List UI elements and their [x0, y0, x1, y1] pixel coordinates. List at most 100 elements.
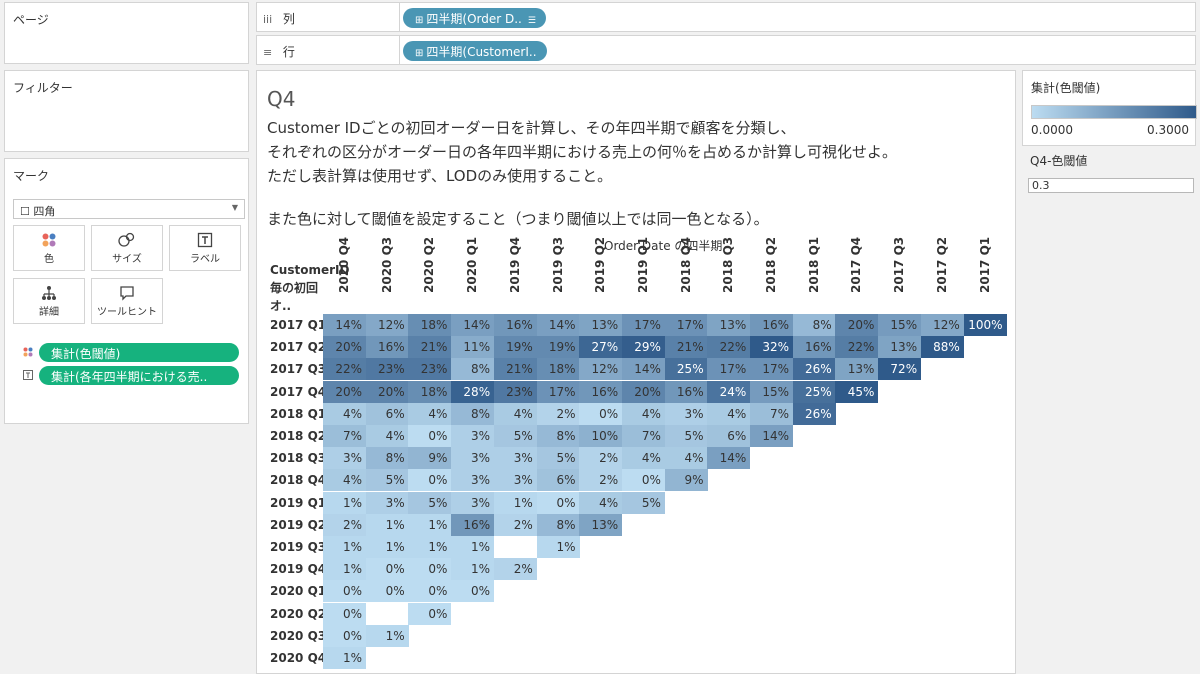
heatmap-cell[interactable]: 6% [536, 469, 580, 492]
heatmap-cell[interactable]: 15% [878, 314, 922, 336]
heatmap-cell[interactable]: 9% [408, 447, 452, 470]
mark-type-dropdown[interactable]: ☐ 四角 ▼ [13, 199, 245, 219]
sort-icon[interactable]: ☰ [527, 16, 536, 26]
heatmap-cell[interactable]: 5% [621, 491, 665, 514]
heatmap-cell[interactable]: 4% [365, 425, 409, 447]
heatmap-cell[interactable]: 18% [408, 314, 452, 336]
heatmap-cell[interactable]: 0% [365, 558, 409, 581]
heatmap-cell[interactable]: 2% [323, 513, 366, 536]
heatmap-cell[interactable]: 7% [750, 402, 793, 425]
heatmap-cell[interactable]: 12% [579, 358, 623, 381]
detail-button[interactable]: 詳細 [13, 278, 85, 324]
heatmap-cell[interactable]: 19% [536, 336, 580, 359]
heatmap-cell[interactable]: 16% [451, 513, 495, 536]
heatmap-cell[interactable]: 4% [323, 469, 366, 492]
heatmap-cell[interactable]: 13% [579, 314, 623, 336]
heatmap-cell[interactable]: 1% [323, 647, 366, 669]
heatmap-cell[interactable]: 45% [835, 380, 879, 403]
heatmap-cell[interactable]: 72% [878, 358, 922, 381]
heatmap-cell[interactable]: 0% [408, 425, 452, 447]
heatmap-cell[interactable]: 18% [408, 380, 452, 403]
heatmap-cell[interactable]: 4% [621, 402, 665, 425]
heatmap-cell[interactable]: 18% [536, 358, 580, 381]
heatmap-cell[interactable]: 17% [707, 358, 751, 381]
heatmap-cell[interactable]: 14% [621, 358, 665, 381]
heatmap-cell[interactable]: 3% [493, 447, 537, 470]
tooltip-button[interactable]: ツールヒント [91, 278, 163, 324]
heatmap-cell[interactable]: 8% [536, 513, 580, 536]
heatmap-cell[interactable]: 29% [621, 336, 665, 359]
heatmap-cell[interactable]: 4% [621, 447, 665, 470]
heatmap-cell[interactable]: 22% [323, 358, 366, 381]
heatmap-cell[interactable]: 100% [963, 314, 1007, 336]
heatmap-cell[interactable]: 8% [365, 447, 409, 470]
heatmap-cell[interactable]: 0% [621, 469, 665, 492]
heatmap-cell[interactable]: 4% [707, 402, 751, 425]
heatmap-cell[interactable]: 5% [536, 447, 580, 470]
heatmap-cell[interactable]: 1% [536, 536, 580, 558]
heatmap-cell[interactable]: 17% [536, 380, 580, 403]
heatmap-cell[interactable]: 3% [451, 469, 495, 492]
heatmap-cell[interactable]: 21% [493, 358, 537, 381]
columns-shelf[interactable]: iii 列 ⊞ 四半期(Order D.. ☰ [256, 2, 1196, 32]
heatmap-cell[interactable]: 22% [835, 336, 879, 359]
heatmap-cell[interactable]: 14% [707, 447, 751, 470]
heatmap-cell[interactable]: 16% [792, 336, 836, 359]
heatmap-cell[interactable]: 1% [408, 536, 452, 558]
heatmap-cell[interactable]: 13% [579, 513, 623, 536]
columns-pill[interactable]: ⊞ 四半期(Order D.. ☰ [403, 8, 546, 28]
heatmap-cell[interactable]: 0% [323, 624, 366, 647]
heatmap-cell[interactable]: 13% [835, 358, 879, 381]
heatmap-cell[interactable]: 6% [707, 425, 751, 447]
heatmap-cell[interactable]: 17% [664, 314, 708, 336]
heatmap-cell[interactable]: 11% [451, 336, 495, 359]
heatmap-cell[interactable]: 0% [323, 580, 366, 603]
heatmap-cell[interactable]: 3% [323, 447, 366, 470]
threshold-input[interactable] [1028, 178, 1194, 193]
heatmap-cell[interactable]: 4% [493, 402, 537, 425]
heatmap-cell[interactable]: 25% [792, 380, 836, 403]
heatmap-cell[interactable]: 3% [451, 425, 495, 447]
heatmap-cell[interactable]: 4% [408, 402, 452, 425]
heatmap-cell[interactable]: 12% [920, 314, 964, 336]
heatmap-cell[interactable]: 3% [365, 491, 409, 514]
size-button[interactable]: サイズ [91, 225, 163, 271]
filters-panel[interactable]: フィルター [4, 70, 249, 152]
heatmap-cell[interactable]: 1% [451, 536, 495, 558]
heatmap-cell[interactable]: 5% [664, 425, 708, 447]
heatmap-cell[interactable]: 3% [451, 447, 495, 470]
heatmap-cell[interactable]: 14% [451, 314, 495, 336]
heatmap-cell[interactable]: 3% [493, 469, 537, 492]
heatmap-cell[interactable]: 0% [408, 469, 452, 492]
heatmap-cell[interactable]: 21% [664, 336, 708, 359]
heatmap-cell[interactable]: 12% [365, 314, 409, 336]
heatmap-cell[interactable]: 2% [579, 447, 623, 470]
heatmap-cell[interactable]: 0% [408, 580, 452, 603]
heatmap-cell[interactable]: 3% [451, 491, 495, 514]
heatmap-cell[interactable]: 20% [323, 380, 366, 403]
heatmap-cell[interactable]: 16% [664, 380, 708, 403]
heatmap-cell[interactable]: 23% [365, 358, 409, 381]
heatmap-cell[interactable]: 14% [750, 425, 793, 447]
heatmap-cell[interactable]: 19% [493, 336, 537, 359]
heatmap-cell[interactable]: 13% [878, 336, 922, 359]
heatmap-cell[interactable]: 27% [579, 336, 623, 359]
heatmap-cell[interactable]: 1% [408, 513, 452, 536]
heatmap-cell[interactable]: 22% [707, 336, 751, 359]
heatmap-cell[interactable]: 5% [365, 469, 409, 492]
heatmap-cell[interactable]: 5% [408, 491, 452, 514]
heatmap-cell[interactable]: 1% [365, 624, 409, 647]
heatmap-cell[interactable]: 5% [493, 425, 537, 447]
color-button[interactable]: 色 [13, 225, 85, 271]
heatmap-cell[interactable]: 2% [493, 558, 537, 581]
heatmap-cell[interactable]: 7% [323, 425, 366, 447]
label-field-pill[interactable]: 集計(各年四半期における売.. [39, 366, 239, 385]
heatmap-cell[interactable]: 0% [408, 558, 452, 581]
heatmap-cell[interactable]: 10% [579, 425, 623, 447]
heatmap-cell[interactable]: 1% [365, 513, 409, 536]
heatmap-cell[interactable]: 15% [750, 380, 793, 403]
heatmap-cell[interactable]: 16% [365, 336, 409, 359]
heatmap-cell[interactable]: 14% [323, 314, 366, 336]
heatmap-cell[interactable]: 1% [493, 491, 537, 514]
heatmap-cell[interactable]: 20% [835, 314, 879, 336]
